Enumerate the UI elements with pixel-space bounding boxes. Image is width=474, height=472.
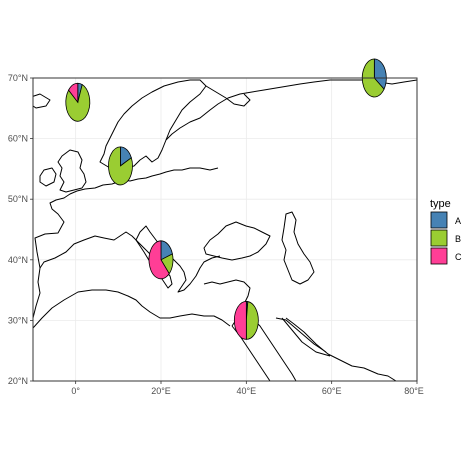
coastline-persian-gulf xyxy=(281,317,397,381)
y-tick-label-4: 60°N xyxy=(8,134,28,144)
axes: 0° 20°E 40°E 60°E 80°E 20°N 30°N 40°N 50°N 60°N 70… xyxy=(8,73,424,396)
coastline-adriatic-balkans xyxy=(135,225,221,293)
coastline-mediterranean-north xyxy=(39,231,173,289)
legend-label-C: C xyxy=(455,252,462,262)
y-tick-label-5: 70°N xyxy=(8,73,28,83)
y-tick-label-3: 50°N xyxy=(8,194,28,204)
coastline-caspian-sea xyxy=(281,211,315,285)
x-tick-label-0: 0° xyxy=(71,386,80,396)
coastlines xyxy=(33,79,417,381)
y-tick-label-1: 30°N xyxy=(8,315,28,325)
pie-3-slice-B xyxy=(245,301,259,340)
coastline-scandinavia xyxy=(99,79,207,169)
y-tick-label-0: 20°N xyxy=(8,376,28,386)
coastline-iceland xyxy=(33,93,51,109)
legend-label-B: B xyxy=(455,234,461,244)
x-tick-label-1: 20°E xyxy=(151,386,171,396)
pie-3 xyxy=(233,300,259,340)
coastline-white-sea xyxy=(225,93,251,107)
pie-3-slice-C xyxy=(233,300,247,340)
pie-0-slice-B xyxy=(65,83,91,122)
legend-title: type xyxy=(430,198,451,210)
legend-key-B xyxy=(430,229,448,247)
legend-items: ABC xyxy=(430,211,462,265)
y-tick-label-2: 40°N xyxy=(8,255,28,265)
pie-markers xyxy=(65,58,387,340)
plot-panel-border xyxy=(32,77,418,382)
x-tick-label-3: 60°E xyxy=(322,386,342,396)
pie-2-slice-C xyxy=(148,240,170,280)
pie-4-slice-A xyxy=(373,58,387,90)
coastline-great-britain xyxy=(57,149,87,193)
pie-0-slice-C xyxy=(68,82,79,104)
legend-label-A: A xyxy=(455,216,461,226)
legend-key-C xyxy=(430,247,448,265)
pie-2 xyxy=(148,240,174,280)
pie-0 xyxy=(65,82,91,122)
x-tick-label-4: 80°E xyxy=(404,386,424,396)
plot-panel xyxy=(33,78,417,381)
legend-key-A xyxy=(430,211,448,229)
pie-1 xyxy=(108,146,133,186)
x-tick-label-2: 40°E xyxy=(237,386,257,396)
coastline-ireland xyxy=(39,167,57,187)
legend: type ABC xyxy=(430,198,462,265)
pie-1-slice-B xyxy=(108,146,133,186)
coastline-north-africa xyxy=(33,289,231,329)
coastline-black-sea xyxy=(203,221,271,261)
coastline-western-europe xyxy=(33,167,219,319)
coastline-arabia xyxy=(275,317,327,353)
